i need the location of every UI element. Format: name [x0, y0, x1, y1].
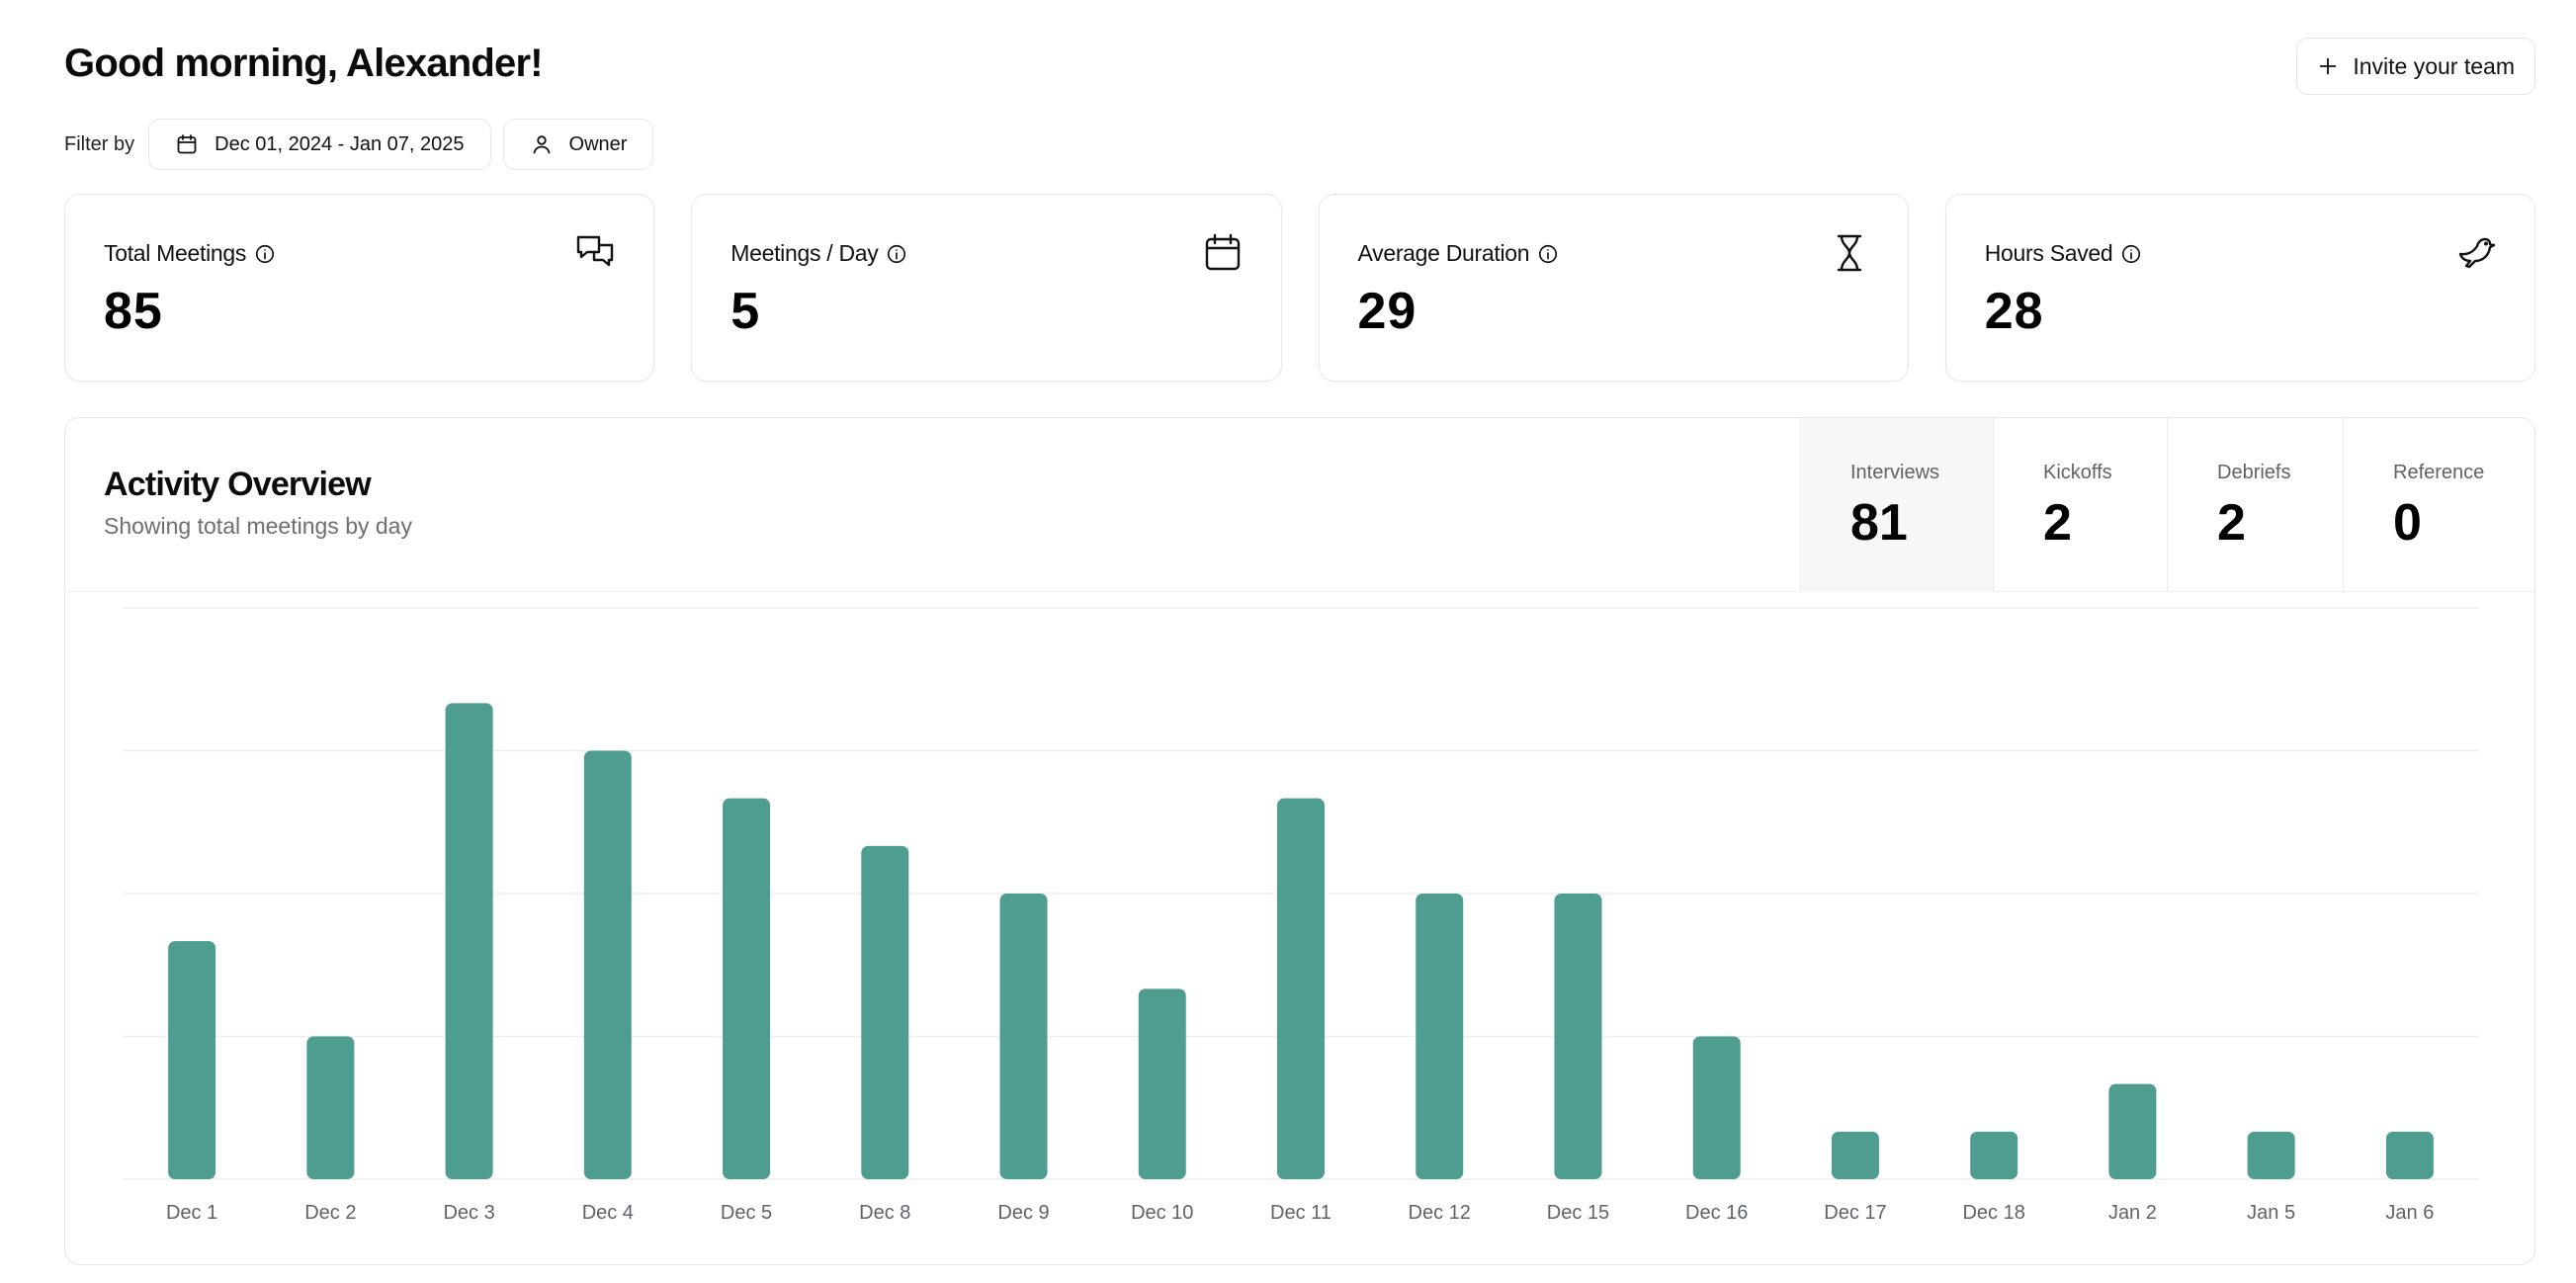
stat-title-wrap: Total Meetings	[104, 240, 276, 267]
x-tick-label: Dec 11	[1270, 1202, 1331, 1224]
user-icon	[533, 135, 550, 154]
tab-label: Interviews	[1850, 462, 1940, 483]
plus-icon	[2320, 57, 2337, 75]
chart-bar[interactable]	[583, 750, 632, 1180]
top-bar: Good morning, Alexander! Invite your tea…	[64, 38, 2535, 97]
date-range-value: Dec 01, 2024 - Jan 07, 2025	[215, 132, 465, 155]
chart-bar[interactable]	[445, 703, 493, 1179]
bird-icon	[2458, 237, 2496, 269]
x-tick-label: Jan 2	[2108, 1202, 2157, 1224]
x-tick-label: Dec 17	[1824, 1202, 1886, 1224]
stat-title-wrap: Average Duration	[1358, 240, 1560, 267]
stat-title-wrap: Hours Saved	[1985, 240, 2143, 267]
tab-value: 0	[2393, 494, 2422, 552]
x-tick-label: Dec 4	[582, 1202, 634, 1224]
x-tick-label: Dec 16	[1685, 1202, 1748, 1224]
tab-value: 2	[2043, 494, 2072, 552]
calendar-icon	[1205, 233, 1240, 271]
calendar-icon	[177, 134, 197, 154]
stat-cards: Total Meetings 85 Meetings / Day 5 Avera…	[64, 194, 2535, 382]
chart-bar[interactable]	[2247, 1131, 2295, 1179]
x-tick-label: Jan 6	[2385, 1202, 2434, 1224]
stat-card-hours-saved: Hours Saved 28	[1944, 194, 2535, 382]
tab-debriefs[interactable]: Debriefs 2	[2167, 418, 2343, 592]
owner-filter[interactable]: Owner	[502, 119, 654, 170]
chart-bar[interactable]	[1970, 1131, 2018, 1179]
chart-bar[interactable]	[1554, 894, 1602, 1179]
info-icon[interactable]	[2120, 243, 2142, 265]
chart-bar[interactable]	[1416, 894, 1464, 1179]
tab-label: Debriefs	[2217, 462, 2291, 483]
chart-bar[interactable]	[723, 798, 771, 1179]
tab-label: Kickoffs	[2043, 462, 2112, 483]
chat-bubbles-icon	[577, 235, 614, 267]
page-title: Good morning, Alexander!	[64, 42, 544, 85]
activity-header: Activity Overview Showing total meetings…	[65, 418, 2534, 592]
chart-bar[interactable]	[1831, 1131, 1879, 1179]
activity-overview-panel: Activity Overview Showing total meetings…	[64, 417, 2535, 1265]
chart-bar[interactable]	[168, 941, 216, 1179]
tab-interviews[interactable]: Interviews 81	[1800, 418, 1993, 592]
x-tick-label: Dec 9	[997, 1202, 1049, 1224]
owner-value: Owner	[568, 132, 628, 155]
tab-reference[interactable]: Reference 0	[2343, 418, 2534, 592]
stat-title: Hours Saved	[1984, 240, 2113, 266]
hourglass-icon	[1837, 234, 1861, 272]
chart-bar[interactable]	[1692, 1036, 1741, 1180]
info-icon[interactable]	[254, 243, 276, 265]
chart-bar[interactable]	[1277, 798, 1325, 1179]
x-tick-label: Dec 8	[859, 1202, 910, 1224]
stat-value: 85	[104, 283, 163, 340]
x-tick-label: Dec 15	[1547, 1202, 1609, 1224]
invite-team-label: Invite your team	[2353, 52, 2515, 79]
tab-label: Reference	[2393, 462, 2485, 483]
stat-value: 28	[1984, 283, 2044, 340]
info-icon[interactable]	[886, 243, 907, 265]
tab-value: 2	[2217, 494, 2246, 552]
x-tick-label: Dec 10	[1131, 1202, 1193, 1224]
chart-bar[interactable]	[306, 1036, 355, 1180]
filter-label: Filter by	[64, 132, 135, 155]
info-icon[interactable]	[1537, 243, 1559, 265]
invite-team-button[interactable]: Invite your team	[2296, 38, 2535, 95]
tab-kickoffs[interactable]: Kickoffs 2	[1993, 418, 2167, 592]
activity-title: Activity Overview	[104, 466, 372, 503]
chart-bar[interactable]	[999, 894, 1048, 1179]
x-tick-label: Dec 1	[166, 1202, 217, 1224]
stat-card-average-duration: Average Duration 29	[1318, 194, 1909, 382]
chart-bar[interactable]	[1138, 988, 1186, 1179]
activity-subtitle: Showing total meetings by day	[104, 513, 412, 539]
stat-title-wrap: Meetings / Day	[730, 240, 907, 267]
chart-bar[interactable]	[2385, 1131, 2434, 1179]
x-tick-label: Jan 5	[2247, 1202, 2295, 1224]
x-tick-label: Dec 5	[721, 1202, 772, 1224]
stat-card-meetings-per-day: Meetings / Day 5	[691, 194, 1282, 382]
stat-card-total-meetings: Total Meetings 85	[64, 194, 655, 382]
stat-title: Meetings / Day	[730, 240, 879, 266]
meeting-type-tabs: Interviews 81 Kickoffs 2 Debriefs 2 Refe…	[1800, 418, 2534, 592]
stat-title: Average Duration	[1357, 240, 1530, 266]
chart-bar[interactable]	[2108, 1083, 2157, 1179]
stat-value: 5	[730, 283, 761, 340]
x-tick-label: Dec 2	[304, 1202, 356, 1224]
x-tick-label: Dec 3	[443, 1202, 494, 1224]
meetings-bar-chart: Dec 1 Dec 2 Dec 3 Dec 4 Dec 5 Dec 8 Dec 9 Dec 1…	[123, 607, 2479, 1224]
stat-value: 29	[1357, 283, 1417, 340]
date-range-filter[interactable]: Dec 01, 2024 - Jan 07, 2025	[148, 119, 491, 170]
filter-bar: Filter by Dec 01, 2024 - Jan 07, 2025 Ow…	[64, 119, 654, 170]
tab-value: 81	[1850, 494, 1908, 552]
stat-title: Total Meetings	[104, 240, 247, 266]
x-tick-label: Dec 12	[1409, 1202, 1471, 1224]
x-tick-label: Dec 18	[1962, 1202, 2024, 1224]
chart-bar[interactable]	[861, 845, 909, 1179]
